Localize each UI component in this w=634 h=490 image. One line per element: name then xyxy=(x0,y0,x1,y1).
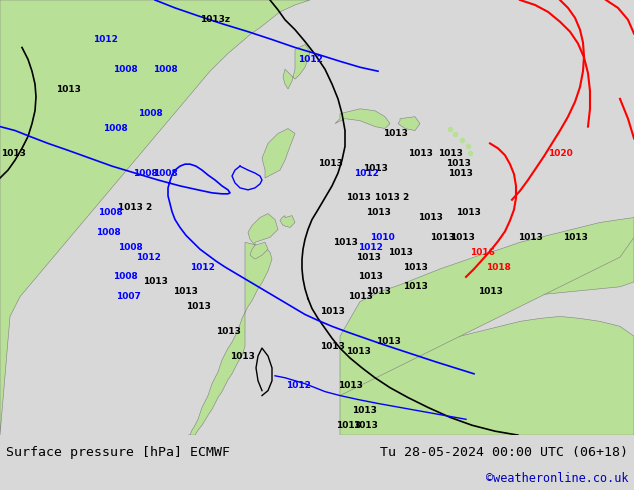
Polygon shape xyxy=(262,128,295,178)
Text: 1013: 1013 xyxy=(448,169,472,177)
Polygon shape xyxy=(250,242,268,259)
Text: 1013: 1013 xyxy=(366,287,391,296)
Polygon shape xyxy=(340,317,634,435)
Text: 1013: 1013 xyxy=(337,381,363,390)
Polygon shape xyxy=(335,109,390,128)
Text: 1013: 1013 xyxy=(230,351,254,361)
Text: 1008: 1008 xyxy=(113,65,138,74)
Text: 1008: 1008 xyxy=(138,109,162,118)
Text: 1013: 1013 xyxy=(353,421,377,430)
Text: 1013: 1013 xyxy=(437,149,462,158)
Text: 1012: 1012 xyxy=(93,35,117,44)
Text: 1008: 1008 xyxy=(133,169,157,177)
Text: 1013: 1013 xyxy=(430,233,455,242)
Text: 1013: 1013 xyxy=(320,342,344,351)
Text: 1013: 1013 xyxy=(403,263,427,271)
Text: 1013: 1013 xyxy=(363,164,387,172)
Text: 1012: 1012 xyxy=(354,169,378,177)
Text: 1012: 1012 xyxy=(285,381,311,390)
Text: 1013z: 1013z xyxy=(200,15,230,24)
Text: 1013: 1013 xyxy=(143,277,167,286)
Text: 1008: 1008 xyxy=(153,65,178,74)
Polygon shape xyxy=(0,0,310,435)
Text: 1016: 1016 xyxy=(470,247,495,257)
Text: 1013: 1013 xyxy=(456,208,481,217)
Text: 1013: 1013 xyxy=(517,233,543,242)
Text: 1013 2: 1013 2 xyxy=(375,193,409,202)
Text: 1008: 1008 xyxy=(118,243,143,252)
Text: 1013: 1013 xyxy=(366,208,391,217)
Text: 1008: 1008 xyxy=(103,124,127,133)
Text: 1013: 1013 xyxy=(346,193,370,202)
Text: 1012: 1012 xyxy=(136,253,160,262)
Text: 1013: 1013 xyxy=(358,272,382,281)
Polygon shape xyxy=(248,214,278,245)
Text: 1013: 1013 xyxy=(352,406,377,415)
Text: 1013: 1013 xyxy=(408,149,432,158)
Text: 1012: 1012 xyxy=(190,263,214,271)
Text: 1007: 1007 xyxy=(115,292,141,301)
Text: 1013 2: 1013 2 xyxy=(118,203,152,212)
Text: 1013: 1013 xyxy=(333,238,358,247)
Text: 1013: 1013 xyxy=(356,253,380,262)
Text: 1013: 1013 xyxy=(335,421,361,430)
Text: 1013: 1013 xyxy=(477,287,502,296)
Polygon shape xyxy=(283,45,310,89)
Text: Tu 28-05-2024 00:00 UTC (06+18): Tu 28-05-2024 00:00 UTC (06+18) xyxy=(380,445,628,459)
Text: 1013: 1013 xyxy=(375,337,401,345)
Polygon shape xyxy=(280,216,295,227)
Text: 1013: 1013 xyxy=(347,292,372,301)
Polygon shape xyxy=(398,117,420,130)
Text: 1013: 1013 xyxy=(418,213,443,222)
Text: 1013: 1013 xyxy=(1,149,25,158)
Text: 1013: 1013 xyxy=(172,287,197,296)
Text: 1013: 1013 xyxy=(382,129,408,138)
Text: 1010: 1010 xyxy=(370,233,394,242)
Text: 1013: 1013 xyxy=(320,307,344,316)
Text: 1013: 1013 xyxy=(318,159,342,168)
Text: 1008: 1008 xyxy=(96,228,120,237)
Text: 1013: 1013 xyxy=(216,327,240,336)
Polygon shape xyxy=(380,237,634,317)
Text: Surface pressure [hPa] ECMWF: Surface pressure [hPa] ECMWF xyxy=(6,445,230,459)
Text: 1020: 1020 xyxy=(548,149,573,158)
Text: 1012: 1012 xyxy=(358,243,382,252)
Text: 1018: 1018 xyxy=(486,263,510,271)
Text: 1013: 1013 xyxy=(450,233,474,242)
Text: 1013: 1013 xyxy=(446,159,470,168)
Polygon shape xyxy=(0,158,30,317)
Text: 1012: 1012 xyxy=(297,55,323,64)
Polygon shape xyxy=(188,242,272,435)
Text: 1013: 1013 xyxy=(403,282,427,291)
Text: 1013: 1013 xyxy=(346,346,370,356)
Text: 1008: 1008 xyxy=(98,208,122,217)
Text: 1013: 1013 xyxy=(186,302,210,311)
Text: 1008: 1008 xyxy=(153,169,178,177)
Text: 1013: 1013 xyxy=(387,247,413,257)
Text: 1013: 1013 xyxy=(562,233,588,242)
Text: 1013: 1013 xyxy=(56,84,81,94)
Polygon shape xyxy=(340,218,634,395)
Text: ©weatheronline.co.uk: ©weatheronline.co.uk xyxy=(486,471,628,485)
Text: 1008: 1008 xyxy=(113,272,138,281)
